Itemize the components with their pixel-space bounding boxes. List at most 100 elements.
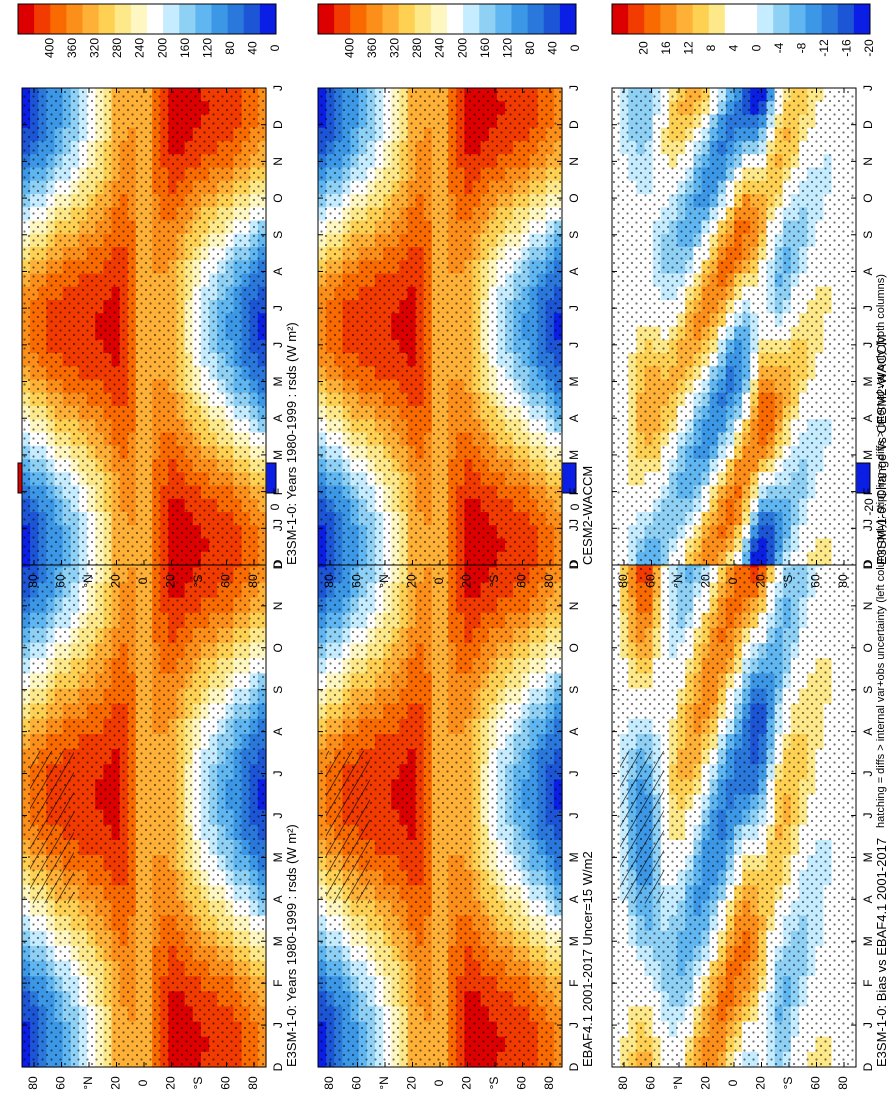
colorbar-swatch bbox=[495, 4, 512, 34]
colorbar-tick-label: 120 bbox=[500, 38, 514, 58]
y-tick-label: 80 bbox=[542, 1076, 556, 1090]
x-tick-label: A bbox=[271, 267, 285, 275]
x-tick-label: J bbox=[271, 305, 285, 311]
panel-title: EBAF4.1 2001-2017 Uncer=15 W/m2 bbox=[580, 851, 595, 1067]
y-tick-label: 80 bbox=[322, 574, 336, 588]
colorbar-swatch bbox=[82, 4, 100, 34]
y-tick-label: 20 bbox=[164, 574, 178, 588]
stippling-overlay bbox=[318, 88, 562, 565]
y-tick-label: 80 bbox=[246, 574, 260, 588]
x-tick-label: J bbox=[567, 342, 581, 348]
y-tick-label: 0 bbox=[136, 1079, 150, 1086]
y-tick-label: 60 bbox=[219, 1076, 233, 1090]
y-tick-label: 80 bbox=[26, 1076, 40, 1090]
y-tick-label: °N bbox=[81, 1076, 95, 1089]
x-tick-label: M bbox=[271, 852, 285, 862]
colorbar-swatch bbox=[350, 4, 367, 34]
colorbar-tick-label: 120 bbox=[200, 38, 214, 58]
colorbar-tick-label: 0 bbox=[568, 503, 582, 510]
x-tick-label: J bbox=[271, 85, 285, 91]
x-tick-label: M bbox=[567, 936, 581, 946]
colorbar-swatch bbox=[130, 4, 148, 34]
y-tick-label: °N bbox=[81, 574, 95, 587]
x-tick-label: J bbox=[271, 342, 285, 348]
colorbar-tick-label: 160 bbox=[478, 38, 492, 58]
y-tick-label: 20 bbox=[109, 574, 123, 588]
colorbar-swatch bbox=[463, 4, 480, 34]
colorbar-swatch bbox=[559, 463, 577, 493]
x-tick-label: A bbox=[567, 895, 581, 903]
x-tick-label: F bbox=[567, 488, 581, 495]
x-tick-label: F bbox=[271, 488, 285, 495]
colorbar-tick-label: 400 bbox=[342, 38, 356, 58]
colorbar-swatch bbox=[430, 4, 448, 34]
y-tick-label: 20 bbox=[109, 1076, 123, 1090]
colorbar-swatch bbox=[543, 4, 561, 34]
x-tick-label: D bbox=[567, 120, 581, 129]
x-tick-label: A bbox=[271, 728, 285, 736]
colorbar-swatch bbox=[227, 4, 245, 34]
x-tick-label: M bbox=[271, 936, 285, 946]
y-tick-label: 60 bbox=[219, 574, 233, 588]
colorbar-swatch bbox=[114, 4, 132, 34]
colorbar-tick-label: 40 bbox=[246, 41, 260, 55]
y-tick-label: 80 bbox=[26, 574, 40, 588]
x-tick-label: N bbox=[567, 602, 581, 611]
y-tick-label: 60 bbox=[515, 1076, 529, 1090]
x-tick-label: J bbox=[567, 525, 581, 531]
x-tick-label: N bbox=[271, 602, 285, 611]
x-tick-label: O bbox=[271, 193, 285, 202]
y-tick-label: 0 bbox=[432, 577, 446, 584]
x-tick-label: S bbox=[271, 686, 285, 694]
y-tick-label: 60 bbox=[350, 574, 364, 588]
colorbar-swatch bbox=[147, 4, 164, 34]
x-tick-label: M bbox=[567, 852, 581, 862]
colorbar-tick-label: 400 bbox=[42, 38, 56, 58]
colorbar-swatch bbox=[559, 4, 577, 34]
colorbar-swatch bbox=[259, 4, 277, 34]
colorbar-tick-label: 240 bbox=[133, 38, 147, 58]
colorbar-swatch bbox=[479, 4, 496, 34]
colorbar-swatch bbox=[195, 4, 212, 34]
x-tick-label: D bbox=[271, 120, 285, 129]
y-tick-label: 60 bbox=[54, 1076, 68, 1090]
colorbar-swatch bbox=[34, 4, 51, 34]
x-tick-label: J bbox=[271, 812, 285, 818]
colorbar-swatch bbox=[447, 4, 464, 34]
x-tick-label: M bbox=[271, 377, 285, 387]
colorbar-tick-label: 0 bbox=[568, 44, 582, 51]
colorbar-swatch bbox=[318, 4, 335, 34]
x-tick-label: J bbox=[567, 1022, 581, 1028]
colorbar-swatch bbox=[398, 4, 416, 34]
y-tick-label: 20 bbox=[460, 574, 474, 588]
y-tick-label: 20 bbox=[460, 1076, 474, 1090]
colorbar-swatch bbox=[527, 4, 545, 34]
x-tick-label: M bbox=[567, 450, 581, 460]
y-tick-label: 0 bbox=[136, 577, 150, 584]
x-tick-label: F bbox=[567, 979, 581, 986]
y-tick-label: °N bbox=[377, 574, 391, 587]
x-tick-label: S bbox=[567, 686, 581, 694]
y-tick-label: °S bbox=[487, 1077, 501, 1090]
panel-title: CESM2-WACCM bbox=[580, 466, 595, 565]
colorbar-swatch bbox=[243, 4, 261, 34]
y-tick-label: 0 bbox=[432, 1079, 446, 1086]
x-tick-label: J bbox=[271, 771, 285, 777]
colorbar-swatch bbox=[211, 4, 229, 34]
x-tick-label: O bbox=[567, 193, 581, 202]
panel-title: E3SM-1-0: Years 1980-1999 : rsds (W m²) bbox=[284, 322, 299, 565]
y-tick-label: °S bbox=[487, 575, 501, 588]
x-tick-label: J bbox=[271, 1022, 285, 1028]
colorbar-swatch bbox=[18, 4, 35, 34]
x-tick-label: S bbox=[271, 231, 285, 239]
x-tick-label: J bbox=[271, 525, 285, 531]
x-tick-label: D bbox=[567, 1062, 581, 1071]
y-tick-label: 60 bbox=[350, 1076, 364, 1090]
y-tick-label: °N bbox=[377, 1076, 391, 1089]
colorbar-tick-label: 80 bbox=[223, 41, 237, 55]
